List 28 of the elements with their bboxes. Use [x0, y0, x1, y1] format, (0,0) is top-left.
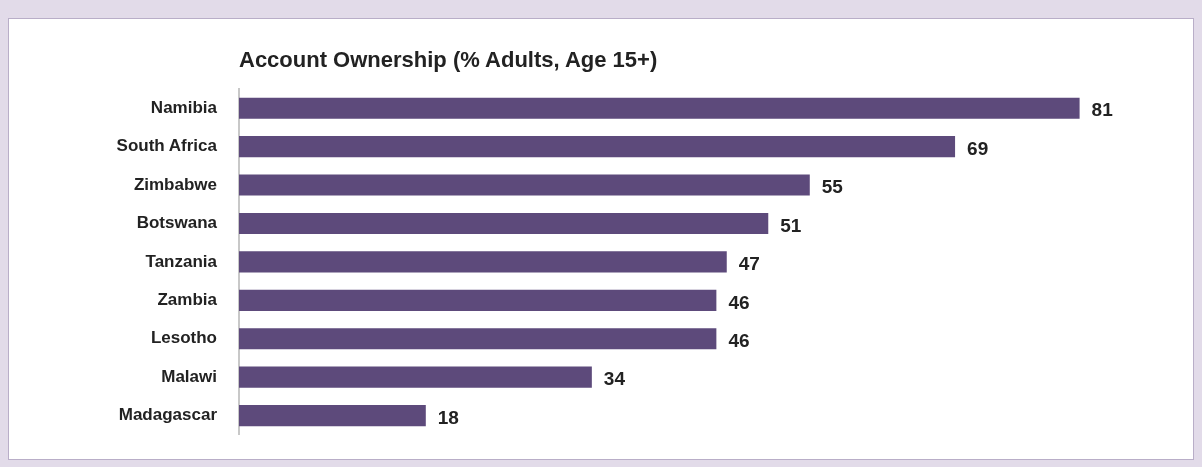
data-label: 69 — [967, 137, 989, 159]
data-label: 55 — [821, 176, 844, 198]
bar — [239, 136, 956, 158]
y-tick-label: Namibia — [150, 97, 218, 117]
bar — [239, 405, 426, 427]
data-label: 47 — [738, 253, 760, 275]
y-tick-label: Tanzania — [145, 251, 218, 271]
data-label: 51 — [780, 214, 802, 236]
bar — [239, 366, 592, 388]
data-label: 34 — [603, 368, 626, 390]
bar — [239, 174, 810, 196]
y-tick-label: Botswana — [136, 213, 218, 233]
y-tick-label: Zambia — [157, 290, 218, 310]
data-label: 46 — [728, 291, 750, 313]
bar — [239, 97, 1080, 119]
y-tick-label: Zimbabwe — [133, 174, 217, 194]
y-tick-label: Lesotho — [150, 328, 217, 348]
y-tick-label: South Africa — [116, 136, 218, 156]
data-label: 46 — [728, 329, 750, 351]
bar — [239, 328, 717, 350]
bar — [239, 289, 717, 311]
bar — [239, 212, 769, 235]
data-label: 18 — [437, 406, 459, 428]
y-tick-label: Malawi — [161, 366, 217, 386]
data-label: 81 — [1091, 99, 1114, 121]
bar — [239, 251, 727, 273]
chart-title: Account Ownership (% Adults, Age 15+) — [239, 47, 658, 73]
y-tick-label: Madagascar — [118, 405, 218, 425]
